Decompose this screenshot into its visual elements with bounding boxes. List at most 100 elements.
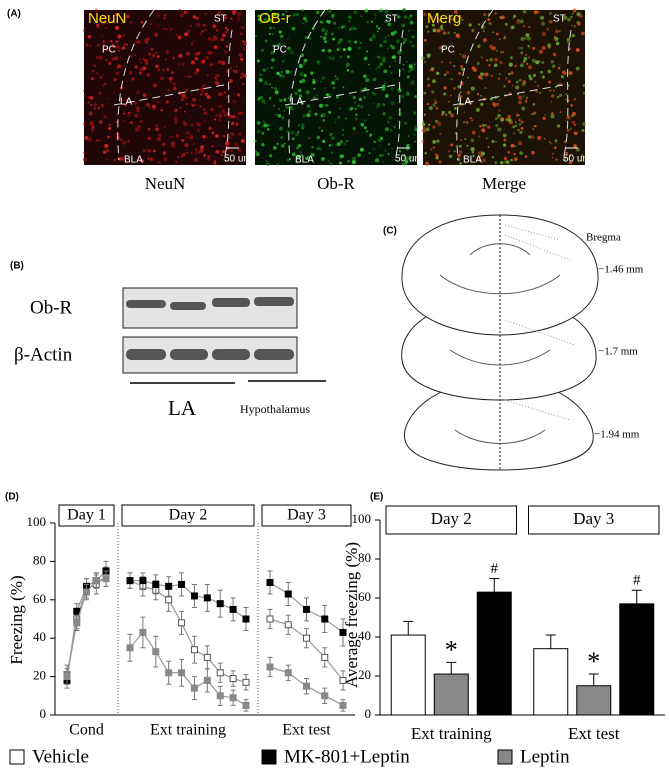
cell-dot [411, 35, 415, 39]
cell-dot [449, 94, 452, 97]
cell-dot [388, 115, 393, 120]
cell-dot [466, 91, 471, 95]
y-tick-label: 100 [352, 511, 372, 526]
cell-dot [101, 75, 104, 77]
cell-dot [104, 59, 107, 62]
cell-dot [125, 14, 130, 19]
data-point [284, 590, 292, 598]
cell-dot [181, 138, 185, 143]
cell-dot [524, 155, 528, 158]
cell-dot [357, 46, 362, 50]
cell-dot [290, 130, 295, 135]
cell-dot [461, 102, 464, 106]
cell-dot [513, 157, 518, 162]
region-label: ST [214, 14, 227, 25]
cell-dot [403, 41, 406, 44]
series-line [129, 631, 247, 706]
cell-dot [305, 14, 308, 17]
cell-dot [257, 97, 261, 100]
cell-dot [197, 150, 201, 154]
cell-dot [173, 116, 178, 121]
cell-dot [533, 111, 537, 115]
y-tick-label: 100 [27, 514, 47, 529]
cell-dot [504, 35, 506, 38]
cell-dot [257, 17, 262, 22]
cell-dot [501, 15, 505, 20]
cell-dot [550, 142, 553, 145]
cell-dot [319, 80, 322, 83]
cell-dot [267, 128, 270, 131]
cell-dot [383, 69, 388, 74]
cell-dot [314, 112, 318, 116]
cell-dot [554, 37, 559, 41]
cell-dot [390, 71, 393, 74]
cell-dot [300, 53, 305, 58]
cell-dot [285, 104, 290, 109]
y-tick-label: 80 [33, 552, 46, 567]
cell-dot [179, 106, 182, 109]
cell-dot [263, 17, 268, 22]
error-bar [631, 589, 642, 604]
cell-dot [387, 22, 392, 27]
cell-dot [271, 86, 273, 89]
cell-dot [137, 124, 141, 128]
cell-dot [303, 58, 308, 63]
cell-dot [369, 133, 373, 136]
cell-dot [449, 61, 452, 64]
cell-dot [129, 21, 133, 24]
cell-dot [543, 137, 546, 140]
cell-dot [514, 145, 517, 148]
cell-dot [157, 100, 160, 103]
cell-dot [554, 139, 558, 143]
cell-dot [513, 14, 517, 18]
cell-dot [382, 160, 385, 163]
data-point [242, 615, 250, 623]
data-point [73, 607, 81, 615]
cell-dot [332, 16, 335, 19]
cell-dot [559, 93, 563, 97]
data-point [339, 676, 347, 684]
atlas-level: −1.46 mm [598, 264, 644, 276]
cell-dot [235, 65, 238, 68]
cell-dot [232, 99, 237, 104]
cell-dot [94, 8, 98, 12]
cell-dot [295, 132, 300, 137]
bar [390, 634, 426, 716]
cell-dot [566, 37, 570, 41]
cell-dot [510, 25, 515, 30]
cell-dot [130, 54, 134, 58]
cell-dot [560, 75, 564, 79]
cell-dot [201, 29, 205, 33]
cell-dot [403, 37, 408, 42]
cell-dot [235, 116, 237, 119]
cell-dot [185, 136, 188, 138]
cell-dot [201, 59, 206, 63]
cell-dot [453, 106, 457, 110]
cell-dot [200, 145, 204, 149]
cell-dot [542, 116, 546, 121]
cell-dot [483, 12, 487, 16]
y-axis-label: Average freezing (%) [342, 542, 361, 688]
cell-dot [177, 156, 180, 159]
cell-dot [212, 128, 214, 131]
cell-dot [575, 48, 580, 52]
cell-dot [404, 159, 409, 164]
cell-dot [163, 17, 166, 20]
cell-dot [466, 144, 469, 147]
cell-dot [303, 73, 307, 78]
cell-dot [388, 65, 391, 68]
cell-dot [328, 56, 332, 60]
cell-dot [522, 95, 525, 97]
cell-dot [383, 39, 387, 44]
cell-dot [572, 12, 574, 15]
panel-label: (A) [7, 9, 21, 20]
cell-dot [277, 42, 281, 47]
cell-dot [101, 35, 104, 38]
cell-dot [189, 75, 192, 78]
cell-dot [494, 12, 497, 15]
cell-dot [276, 71, 280, 76]
cell-dot [499, 51, 502, 54]
cell-dot [337, 40, 341, 45]
cell-dot [495, 140, 497, 143]
cell-dot [224, 26, 228, 30]
